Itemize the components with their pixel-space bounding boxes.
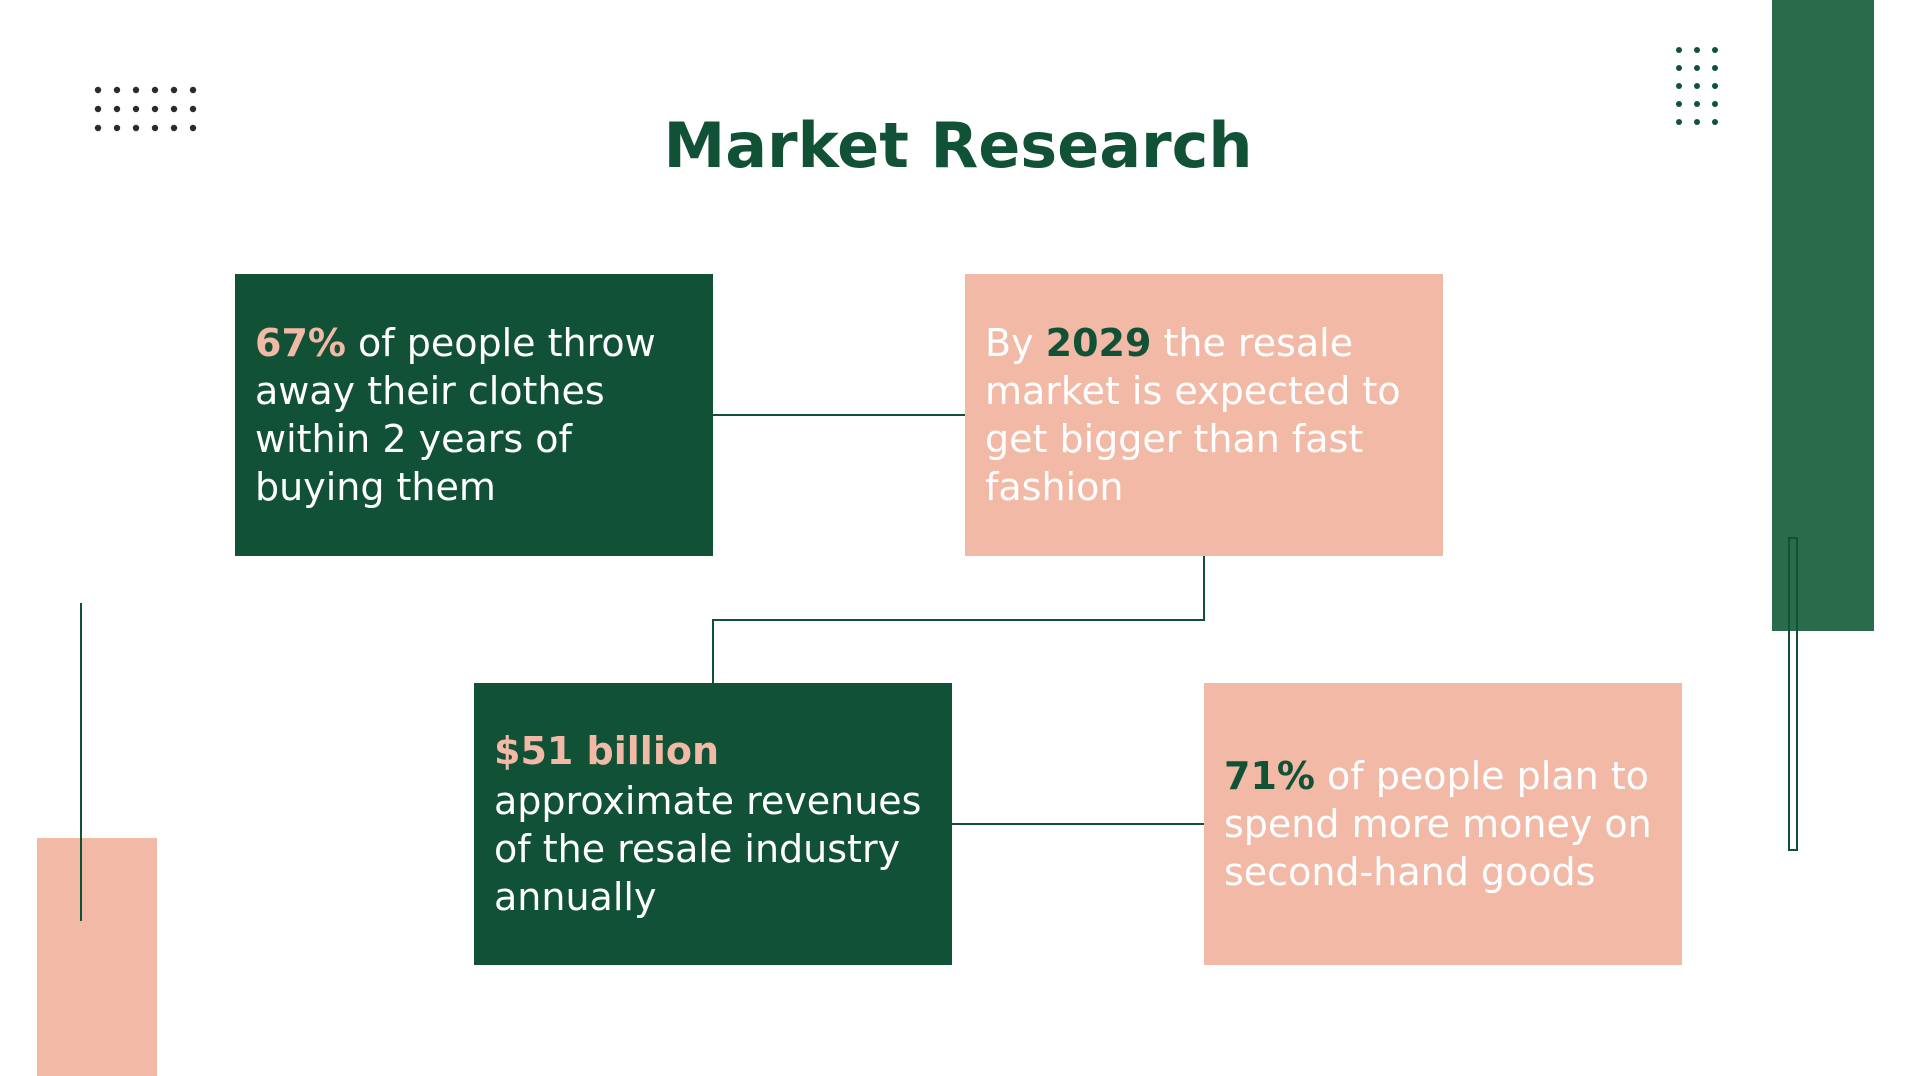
stat-card-throw-away: 67% of people throw away their clothes w… <box>235 274 713 556</box>
dot-grid-top-right <box>1676 47 1718 125</box>
stat-highlight: 2029 <box>1045 321 1152 365</box>
decorative-pink-bar <box>37 838 157 1076</box>
stat-card-text: 71% of people plan to spend more money o… <box>1224 752 1664 896</box>
stat-card-second-hand: 71% of people plan to spend more money o… <box>1204 683 1682 965</box>
decorative-green-bar <box>1772 0 1874 631</box>
decorative-outline-bar <box>1788 537 1798 851</box>
stat-card-text: By 2029 the resale market is expected to… <box>985 319 1425 511</box>
stat-card-revenues: $51 billion approximate revenues of the r… <box>474 683 952 965</box>
stat-description: of people plan to spend more money on se… <box>1224 754 1652 894</box>
stat-card-text: $51 billion approximate revenues of the r… <box>494 727 934 921</box>
stat-card-text: 67% of people throw away their clothes w… <box>255 319 695 511</box>
stat-description: of people throw away their clothes withi… <box>255 321 656 509</box>
stat-description: the resale market is expected to get big… <box>985 321 1401 509</box>
stat-description: approximate revenues of the resale indus… <box>494 779 922 919</box>
stat-card-resale-market: By 2029 the resale market is expected to… <box>965 274 1443 556</box>
slide-title: Market Research <box>663 109 1253 182</box>
stat-highlight: 71% <box>1224 754 1315 798</box>
connector-card2-card3 <box>712 556 1205 683</box>
stat-prefix: By <box>985 321 1046 365</box>
stat-highlight: $51 billion <box>494 729 720 773</box>
stat-highlight: 67% <box>255 321 346 365</box>
dot-grid-top-left <box>94 86 197 132</box>
decorative-vertical-line <box>80 603 82 921</box>
